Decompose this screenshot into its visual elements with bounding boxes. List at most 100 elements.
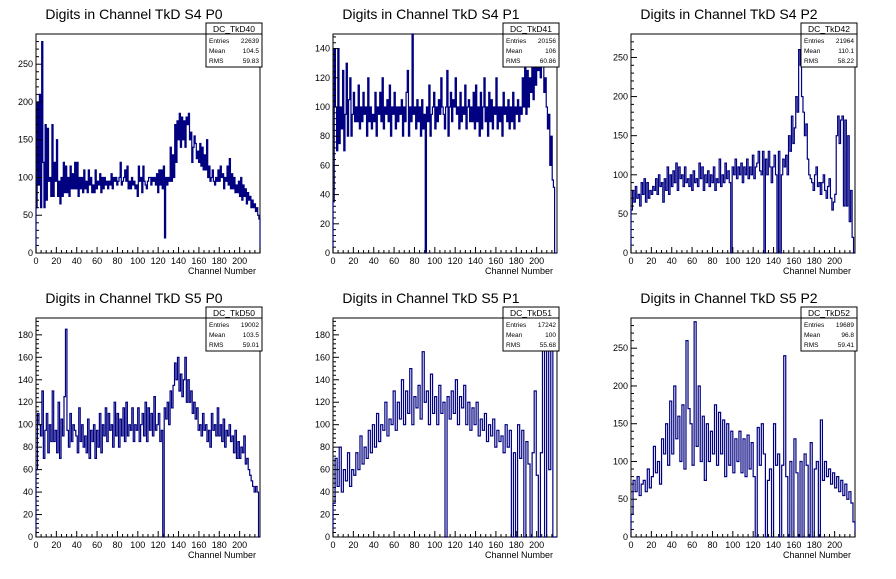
stats-rms-label: RMS bbox=[804, 342, 819, 349]
x-tick-label: 0 bbox=[33, 256, 38, 266]
x-axis-label: Channel Number bbox=[188, 550, 256, 560]
histogram-line bbox=[332, 328, 557, 538]
x-tick-label: 160 bbox=[191, 256, 206, 266]
x-tick-label: 40 bbox=[72, 540, 82, 550]
x-tick-label: 100 bbox=[427, 540, 442, 550]
y-tick-label: 0 bbox=[325, 248, 330, 258]
histogram-line bbox=[630, 321, 856, 538]
x-tick-label: 20 bbox=[646, 540, 656, 550]
x-tick-label: 200 bbox=[232, 256, 247, 266]
y-tick-label: 250 bbox=[613, 52, 628, 62]
histogram-line bbox=[35, 40, 261, 253]
x-tick-label: 200 bbox=[827, 256, 842, 266]
stats-mean-label: Mean bbox=[209, 48, 226, 55]
stats-box bbox=[502, 22, 560, 68]
y-tick-label: 160 bbox=[315, 352, 330, 362]
stats-rms-value: 59.01 bbox=[243, 342, 260, 349]
panel-2: Digits in Channel TkD S4 P1 0 20 40 60 80 100 1… bbox=[315, 6, 560, 276]
panel-3: Digits in Channel TkD S4 P2 0 20 40 60 80 100 1… bbox=[613, 6, 858, 276]
x-tick-label: 20 bbox=[646, 256, 656, 266]
y-tick-label: 0 bbox=[623, 532, 628, 542]
x-tick-label: 20 bbox=[51, 540, 61, 550]
x-tick-label: 140 bbox=[766, 540, 781, 550]
x-tick-label: 60 bbox=[92, 256, 102, 266]
panel-4: Digits in Channel TkD S5 P0 0 20 40 60 80 100 1… bbox=[18, 290, 263, 560]
stats-mean-value: 104.5 bbox=[243, 48, 260, 55]
y-tick-label: 160 bbox=[18, 352, 33, 362]
stats-mean-label: Mean bbox=[506, 48, 523, 55]
y-tick-label: 100 bbox=[613, 170, 628, 180]
x-tick-label: 140 bbox=[468, 540, 483, 550]
stats-name: DC_TkD52 bbox=[808, 308, 850, 318]
stats-rms-label: RMS bbox=[209, 342, 224, 349]
y-tick-label: 20 bbox=[320, 219, 330, 229]
histogram-line bbox=[630, 49, 855, 254]
x-tick-label: 160 bbox=[488, 540, 503, 550]
x-tick-label: 60 bbox=[687, 540, 697, 550]
stats-rms-label: RMS bbox=[209, 58, 224, 65]
y-tick-label: 180 bbox=[18, 330, 33, 340]
x-axis-label: Channel Number bbox=[783, 550, 851, 560]
stats-name: DC_TkD50 bbox=[213, 308, 255, 318]
x-tick-label: 120 bbox=[746, 540, 761, 550]
y-tick-label: 150 bbox=[18, 135, 33, 145]
stats-entries-label: Entries bbox=[506, 38, 527, 45]
stats-name: DC_TkD42 bbox=[808, 24, 850, 34]
y-tick-label: 0 bbox=[28, 532, 33, 542]
stats-rms-value: 59.41 bbox=[838, 342, 855, 349]
x-tick-label: 180 bbox=[212, 540, 227, 550]
y-tick-label: 250 bbox=[613, 343, 628, 353]
stats-rms-label: RMS bbox=[506, 58, 521, 65]
x-tick-label: 120 bbox=[746, 256, 761, 266]
x-tick-label: 120 bbox=[151, 256, 166, 266]
y-tick-label: 200 bbox=[613, 381, 628, 391]
x-tick-label: 140 bbox=[468, 256, 483, 266]
y-tick-label: 40 bbox=[320, 487, 330, 497]
x-tick-label: 80 bbox=[707, 256, 717, 266]
y-tick-label: 140 bbox=[18, 375, 33, 385]
stats-mean-label: Mean bbox=[804, 332, 821, 339]
stats-entries-label: Entries bbox=[209, 322, 230, 329]
x-tick-label: 0 bbox=[33, 540, 38, 550]
x-tick-label: 180 bbox=[509, 540, 524, 550]
y-tick-label: 50 bbox=[618, 494, 628, 504]
x-tick-label: 20 bbox=[348, 540, 358, 550]
panel-5: Digits in Channel TkD S5 P1 0 20 40 60 80 100 1… bbox=[315, 290, 560, 560]
x-axis-label: Channel Number bbox=[783, 266, 851, 276]
stats-mean-value: 100 bbox=[545, 332, 556, 339]
stats-name: DC_TkD40 bbox=[213, 24, 255, 34]
stats-entries-label: Entries bbox=[804, 38, 825, 45]
y-tick-label: 80 bbox=[320, 442, 330, 452]
x-tick-label: 0 bbox=[628, 540, 633, 550]
chart-title: Digits in Channel TkD S4 P2 bbox=[640, 6, 817, 22]
stats-mean-label: Mean bbox=[209, 332, 226, 339]
x-tick-label: 140 bbox=[171, 540, 186, 550]
y-tick-label: 180 bbox=[315, 330, 330, 340]
x-axis-label: Channel Number bbox=[485, 550, 553, 560]
stats-rms-value: 60.86 bbox=[540, 58, 557, 65]
panel-6: Digits in Channel TkD S5 P2 0 20 40 60 80 100 1… bbox=[613, 290, 858, 560]
y-tick-label: 60 bbox=[23, 465, 33, 475]
x-tick-label: 100 bbox=[130, 540, 145, 550]
y-tick-label: 120 bbox=[315, 397, 330, 407]
x-tick-label: 80 bbox=[112, 256, 122, 266]
chart-title: Digits in Channel TkD S5 P2 bbox=[640, 290, 817, 306]
stats-entries-value: 22639 bbox=[241, 38, 259, 45]
stats-box bbox=[205, 306, 263, 352]
y-tick-label: 120 bbox=[18, 397, 33, 407]
x-axis-label: Channel Number bbox=[188, 266, 256, 276]
x-tick-label: 140 bbox=[171, 256, 186, 266]
x-tick-label: 180 bbox=[807, 540, 822, 550]
y-tick-label: 140 bbox=[315, 375, 330, 385]
stats-entries-value: 19002 bbox=[241, 322, 259, 329]
x-tick-label: 120 bbox=[151, 540, 166, 550]
x-tick-label: 200 bbox=[827, 540, 842, 550]
stats-box bbox=[800, 22, 858, 68]
y-tick-label: 20 bbox=[23, 510, 33, 520]
chart-title: Digits in Channel TkD S5 P1 bbox=[342, 290, 519, 306]
histogram-line bbox=[35, 328, 260, 538]
y-tick-label: 120 bbox=[315, 73, 330, 83]
y-tick-label: 100 bbox=[613, 456, 628, 466]
x-tick-label: 180 bbox=[807, 256, 822, 266]
